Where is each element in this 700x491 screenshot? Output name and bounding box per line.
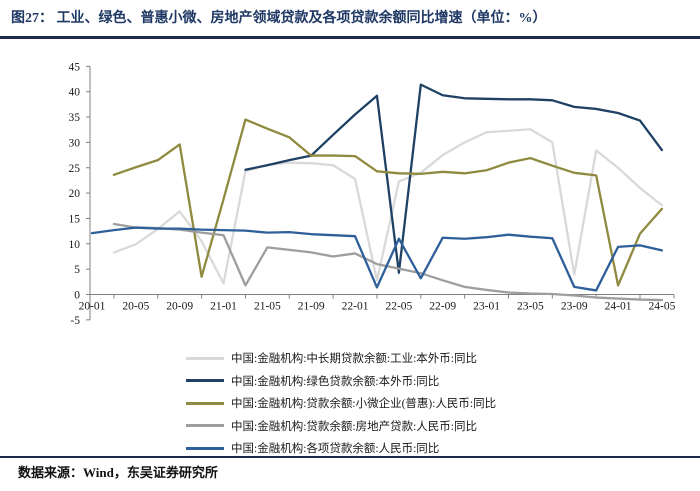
legend-label: 中国:金融机构:各项贷款余额:人民币:同比: [231, 443, 440, 456]
source-note: 数据来源：Wind，东吴证券研究所: [18, 465, 218, 480]
y-tick-label: 15: [69, 213, 81, 225]
series-line-3: [112, 222, 664, 302]
x-tick-label: 22-01: [342, 301, 369, 313]
y-tick-label: 20: [69, 188, 81, 200]
y-tick-label: 35: [69, 112, 81, 124]
legend-swatch: [186, 379, 224, 383]
y-tick-label: 40: [69, 87, 81, 99]
y-tick-label: 25: [69, 163, 81, 175]
chart-canvas: -5 0 5 10 15 20 25 30 35 40 45 20-01 20-05 20-09 21-01…: [69, 61, 676, 327]
series-line-1: [244, 83, 664, 274]
footer-rule: [0, 456, 700, 458]
x-tick-label: 21-05: [254, 301, 281, 313]
legend-label: 中国:金融机构:贷款余额:小微企业(普惠):人民币:同比: [231, 398, 497, 411]
y-tick-label: -5: [70, 315, 80, 327]
x-tick-label: 22-09: [429, 301, 456, 313]
x-tick-label: 23-09: [561, 301, 588, 313]
x-tick-label: 22-05: [385, 301, 412, 313]
x-tick-label: 24-01: [605, 301, 632, 313]
y-tick-label: 0: [74, 290, 80, 302]
legend-label: 中国:金融机构:中长期贷款余额:工业:本外币:同比: [231, 353, 477, 366]
x-tick-label: 23-01: [473, 301, 500, 313]
legend-item: 中国:金融机构:中长期贷款余额:工业:本外币:同比: [186, 347, 646, 370]
title-rule: [0, 36, 700, 39]
legend-label: 中国:金融机构:绿色贷款余额:本外币:同比: [231, 375, 440, 388]
x-tick-label: 21-09: [298, 301, 325, 313]
legend-item: 中国:金融机构:贷款余额:房地产贷款:人民币:同比: [186, 415, 646, 438]
chart-legend: 中国:金融机构:中长期贷款余额:工业:本外币:同比 中国:金融机构:绿色贷款余额…: [186, 347, 646, 460]
legend-item: 中国:金融机构:各项贷款余额:人民币:同比: [186, 437, 646, 460]
series-line-2: [112, 118, 664, 287]
series-line-4: [90, 226, 664, 292]
x-tick-label: 20-09: [166, 301, 193, 313]
x-tick-label: 20-05: [122, 301, 149, 313]
y-tick-label: 45: [69, 61, 81, 73]
x-tick-label: 20-01: [79, 301, 106, 313]
legend-swatch: [186, 356, 224, 360]
x-tick-label: 24-05: [648, 301, 675, 313]
legend-item: 中国:金融机构:绿色贷款余额:本外币:同比: [186, 370, 646, 393]
figure-title: 图27： 工业、绿色、普惠小微、房地产领域贷款及各项贷款余额同比增速（单位：%）: [11, 11, 547, 26]
legend-swatch: [186, 424, 224, 428]
legend-label: 中国:金融机构:贷款余额:房地产贷款:人民币:同比: [231, 420, 477, 433]
legend-item: 中国:金融机构:贷款余额:小微企业(普惠):人民币:同比: [186, 392, 646, 415]
x-tick-label: 23-05: [517, 301, 544, 313]
y-tick-label: 10: [69, 239, 81, 251]
x-tick-label: 21-01: [210, 301, 237, 313]
y-tick-label: 5: [74, 264, 80, 276]
legend-swatch: [186, 401, 224, 405]
y-tick-label: 30: [69, 137, 81, 149]
legend-swatch: [186, 446, 224, 450]
series-line-0: [112, 128, 664, 285]
